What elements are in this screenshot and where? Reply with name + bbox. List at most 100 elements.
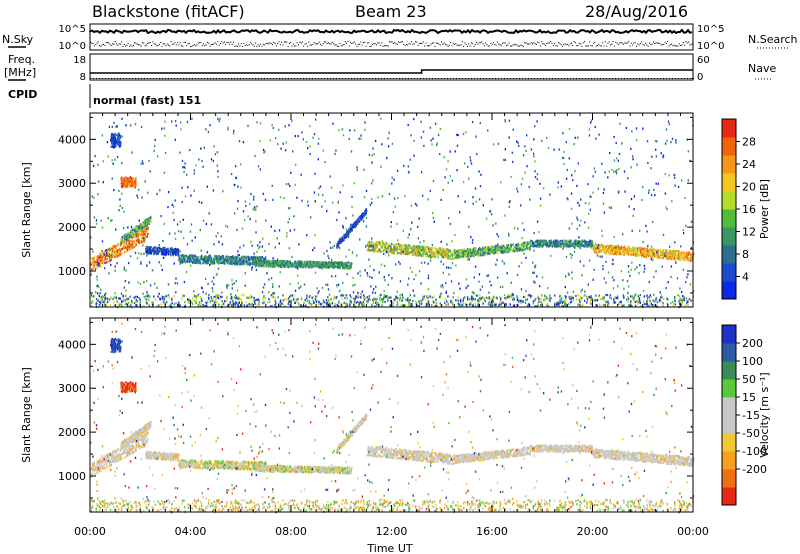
nave-point bbox=[577, 78, 579, 79]
data-point bbox=[586, 241, 589, 244]
nave-point bbox=[543, 78, 544, 79]
nave-point bbox=[183, 78, 184, 79]
nave-point bbox=[274, 78, 276, 79]
nsearch-point bbox=[313, 41, 315, 43]
nave-point bbox=[403, 78, 405, 79]
data-point bbox=[115, 247, 117, 250]
data-point bbox=[127, 231, 130, 235]
data-point bbox=[101, 255, 103, 258]
nave-point bbox=[129, 78, 130, 79]
data-point bbox=[653, 253, 655, 256]
data-point bbox=[268, 260, 270, 263]
data-point bbox=[259, 264, 261, 267]
nave-point bbox=[547, 78, 549, 79]
freq-frame bbox=[89, 53, 694, 81]
nsearch-point bbox=[470, 42, 472, 44]
data-point bbox=[190, 258, 193, 261]
nsearch-point bbox=[590, 45, 592, 47]
data-point bbox=[600, 249, 602, 252]
data-point bbox=[190, 258, 192, 261]
data-point bbox=[634, 248, 637, 251]
data-point bbox=[141, 227, 143, 230]
data-point bbox=[581, 244, 584, 247]
data-point bbox=[101, 258, 103, 261]
data-point bbox=[599, 248, 601, 252]
data-point bbox=[280, 260, 283, 263]
data-point bbox=[540, 239, 542, 242]
data-point bbox=[187, 257, 190, 260]
nave-point bbox=[208, 78, 210, 79]
data-point bbox=[607, 251, 609, 254]
data-point bbox=[265, 262, 267, 265]
data-point bbox=[147, 245, 149, 249]
data-point bbox=[148, 251, 150, 255]
nave-point bbox=[360, 78, 361, 79]
nsearch-point bbox=[600, 45, 602, 47]
cpid-label: CPID bbox=[8, 88, 37, 101]
data-point bbox=[263, 257, 266, 260]
data-point bbox=[135, 237, 137, 240]
nave-point bbox=[126, 78, 127, 79]
data-point bbox=[588, 241, 590, 244]
data-point bbox=[438, 251, 440, 255]
data-point bbox=[288, 263, 290, 266]
data-point bbox=[507, 246, 509, 249]
data-point bbox=[100, 253, 102, 256]
nave-point bbox=[277, 78, 279, 79]
data-point bbox=[162, 248, 165, 251]
data-point bbox=[93, 258, 95, 261]
data-point bbox=[489, 251, 491, 254]
nsearch-point bbox=[365, 45, 367, 47]
nave-point bbox=[687, 78, 688, 79]
data-point bbox=[555, 239, 557, 242]
nsearch-point bbox=[308, 41, 310, 43]
nave-point bbox=[292, 78, 294, 79]
data-point bbox=[566, 244, 568, 247]
data-point bbox=[442, 254, 445, 257]
nsearch-point bbox=[213, 43, 215, 45]
data-point bbox=[584, 239, 586, 242]
data-point bbox=[577, 240, 580, 243]
data-point bbox=[127, 246, 129, 249]
nave-point bbox=[600, 78, 601, 79]
data-point bbox=[514, 249, 517, 252]
nave-point bbox=[354, 78, 355, 79]
data-point bbox=[96, 258, 99, 261]
data-point bbox=[456, 253, 458, 257]
data-point bbox=[169, 248, 171, 251]
nave-point bbox=[481, 78, 483, 79]
data-point bbox=[147, 248, 149, 251]
data-point bbox=[425, 255, 427, 258]
data-point bbox=[153, 248, 155, 251]
data-point bbox=[613, 253, 615, 256]
data-point bbox=[434, 255, 436, 258]
nsearch-point bbox=[360, 41, 362, 43]
data-point bbox=[520, 249, 523, 252]
data-point bbox=[147, 232, 149, 236]
data-point bbox=[588, 244, 590, 247]
data-point bbox=[145, 222, 147, 225]
nsearch-point bbox=[448, 44, 450, 46]
nave-point bbox=[460, 78, 462, 79]
nsearch-point bbox=[109, 43, 111, 45]
nave-point bbox=[558, 78, 559, 79]
nave-point bbox=[232, 78, 234, 79]
nsearch-point bbox=[426, 45, 428, 47]
data-point bbox=[410, 248, 412, 251]
data-point bbox=[119, 250, 122, 253]
data-point bbox=[122, 245, 125, 248]
nave-point bbox=[279, 78, 280, 79]
nave-point bbox=[225, 78, 226, 79]
data-point bbox=[106, 254, 108, 257]
data-point bbox=[394, 245, 396, 249]
data-point bbox=[399, 247, 401, 251]
data-point bbox=[263, 265, 265, 268]
data-point bbox=[103, 251, 106, 254]
data-point bbox=[349, 229, 352, 233]
data-point bbox=[442, 256, 445, 259]
nsearch-point bbox=[532, 43, 533, 45]
nsearch-point bbox=[582, 42, 584, 44]
nsearch-point bbox=[270, 43, 272, 45]
nave-point bbox=[384, 78, 385, 79]
nsearch-point bbox=[606, 45, 608, 47]
